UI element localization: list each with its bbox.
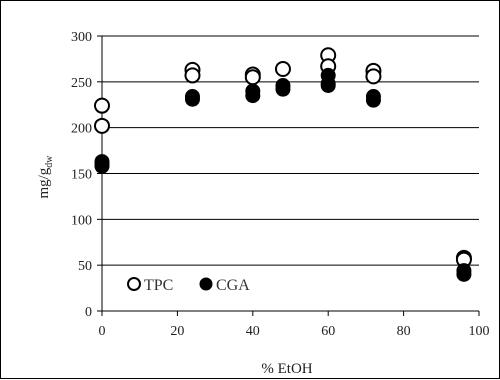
point-cga-8 <box>275 81 291 97</box>
grid-lines <box>102 35 479 266</box>
legend-marker-cga <box>199 277 213 291</box>
x-tick-label-80: 80 <box>397 324 411 339</box>
x-tick-label-40: 40 <box>246 324 260 339</box>
x-tick-label-60: 60 <box>321 324 335 339</box>
y-tick-label-0: 0 <box>85 305 92 320</box>
y-axis-label: mg/gdw <box>36 155 55 199</box>
point-tpc-1 <box>94 117 110 134</box>
x-axis-label: % EtOH <box>261 361 312 377</box>
point-cga-15 <box>456 266 472 282</box>
point-cga-13 <box>365 92 381 108</box>
point-tpc-6 <box>274 61 291 77</box>
x-tick-label-20: 20 <box>170 324 184 339</box>
point-cga-4 <box>184 91 200 107</box>
legend-marker-tpc <box>127 277 141 291</box>
y-tick-label-300: 300 <box>71 30 92 45</box>
data-points <box>94 47 472 282</box>
legend-label-tpc: TPC <box>144 277 173 294</box>
point-cga-2 <box>94 158 110 174</box>
point-tpc-10 <box>365 68 382 85</box>
y-tick-label-200: 200 <box>71 122 92 137</box>
y-axis-label-main: mg/g <box>36 167 52 198</box>
x-tick-labels: 0 20 40 60 80 100 <box>99 324 490 339</box>
x-tick-label-100: 100 <box>469 324 490 339</box>
point-cga-11 <box>320 78 336 93</box>
y-axis-label-sub: dw <box>44 155 55 168</box>
point-tpc-0 <box>94 97 110 114</box>
legend: TPC CGA <box>127 277 250 294</box>
point-tpc-5 <box>244 69 261 86</box>
y-tick-labels: 0 50 100 150 200 250 300 <box>71 30 92 320</box>
y-tick-label-150: 150 <box>71 168 92 183</box>
y-tick-label-50: 50 <box>78 259 92 274</box>
point-tpc-3 <box>184 67 201 84</box>
point-cga-6 <box>245 88 261 104</box>
y-tick-label-100: 100 <box>71 213 92 228</box>
x-tick-label-0: 0 <box>99 324 106 339</box>
y-tick-label-250: 250 <box>71 76 92 91</box>
legend-label-cga: CGA <box>216 277 250 294</box>
axes <box>97 35 480 316</box>
